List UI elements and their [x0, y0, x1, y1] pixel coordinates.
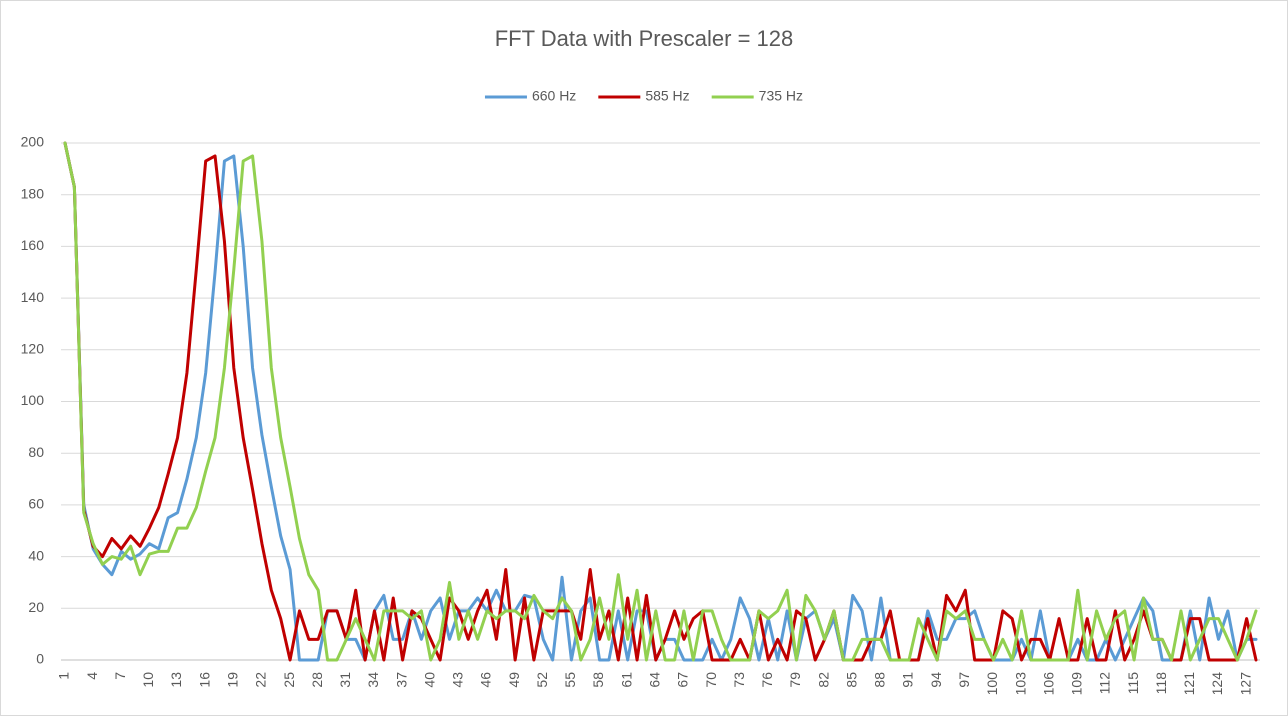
x-tick-label: 109 [1069, 672, 1085, 696]
x-tick-label: 31 [337, 672, 353, 688]
x-tick-label: 121 [1181, 672, 1197, 696]
x-tick-label: 10 [140, 672, 156, 688]
x-tick-label: 4 [84, 672, 100, 680]
x-tick-label: 118 [1153, 672, 1169, 695]
y-tick-label: 80 [28, 444, 44, 460]
x-tick-label: 88 [872, 672, 888, 688]
x-tick-label: 79 [787, 672, 803, 688]
y-tick-label: 160 [21, 237, 45, 253]
y-tick-label: 0 [36, 651, 44, 667]
y-tick-label: 180 [21, 185, 45, 201]
x-tick-label: 16 [196, 672, 212, 688]
y-tick-label: 20 [28, 599, 44, 615]
series-line [63, 141, 1258, 662]
y-tick-label: 120 [21, 341, 45, 357]
y-tick-label: 40 [28, 547, 44, 563]
x-tick-label: 61 [618, 672, 634, 688]
x-tick-label: 25 [281, 672, 297, 688]
x-tick-label: 58 [590, 672, 606, 688]
x-tick-label: 100 [984, 672, 1000, 696]
x-tick-label: 46 [478, 672, 494, 688]
chart-title: FFT Data with Prescaler = 128 [495, 26, 794, 51]
y-tick-label: 200 [21, 134, 45, 150]
x-tick-label: 49 [506, 672, 522, 688]
x-tick-label: 97 [956, 672, 972, 688]
x-tick-label: 85 [843, 672, 859, 688]
x-tick-label: 124 [1209, 672, 1225, 696]
y-tick-label: 100 [21, 392, 45, 408]
x-tick-label: 115 [1125, 672, 1141, 695]
x-tick-label: 13 [168, 672, 184, 688]
x-tick-label: 1 [56, 672, 72, 680]
x-tick-label: 106 [1040, 672, 1056, 696]
x-tick-label: 112 [1097, 672, 1113, 695]
x-tick-label: 28 [309, 672, 325, 688]
legend-label: 585 Hz [645, 88, 689, 104]
series-line [63, 141, 1258, 662]
x-tick-label: 52 [534, 672, 550, 688]
x-tick-label: 127 [1237, 672, 1253, 696]
y-tick-label: 60 [28, 496, 44, 512]
x-tick-label: 91 [900, 672, 916, 688]
x-tick-label: 103 [1012, 672, 1028, 696]
x-tick-label: 76 [759, 672, 775, 688]
x-tick-label: 70 [703, 672, 719, 688]
x-tick-label: 37 [393, 672, 409, 688]
x-tick-label: 19 [225, 672, 241, 688]
y-tick-label: 140 [21, 289, 45, 305]
x-tick-label: 43 [450, 672, 466, 688]
legend-label: 660 Hz [532, 88, 576, 104]
x-tick-label: 22 [253, 672, 269, 688]
legend-label: 735 Hz [759, 88, 803, 104]
x-tick-label: 67 [675, 672, 691, 688]
x-tick-label: 55 [562, 672, 578, 688]
x-tick-label: 7 [112, 672, 128, 680]
x-tick-label: 40 [421, 672, 437, 688]
x-tick-label: 73 [731, 672, 747, 688]
x-tick-label: 64 [647, 672, 663, 688]
x-tick-label: 82 [815, 672, 831, 688]
x-tick-label: 94 [928, 672, 944, 688]
x-tick-label: 34 [365, 672, 381, 688]
